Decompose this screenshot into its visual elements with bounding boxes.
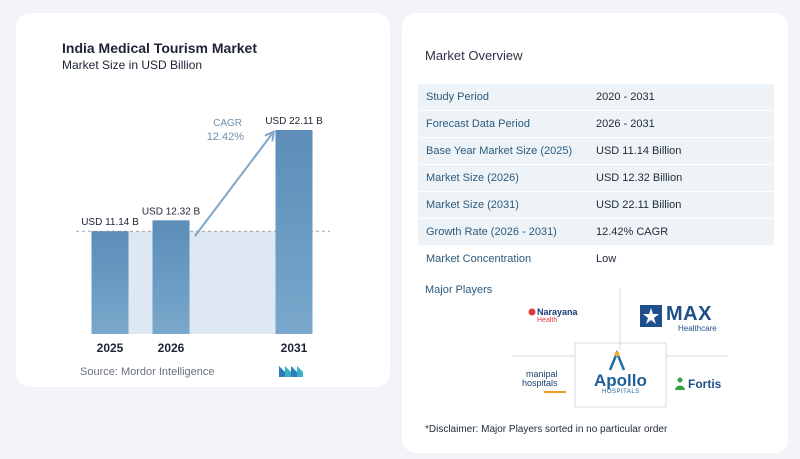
overview-value: USD 12.32 Billion xyxy=(596,172,683,184)
overview-value: 2020 - 2031 xyxy=(596,91,655,103)
fortis-name: Fortis xyxy=(688,377,722,391)
data-label: USD 22.11 B xyxy=(265,116,323,127)
apollo-name: Apollo xyxy=(594,371,647,390)
manipal-sub: hospitals xyxy=(522,378,558,388)
apollo-sub: HOSPITALS xyxy=(602,389,640,395)
data-label: USD 11.14 B xyxy=(81,217,139,228)
overview-label: Forecast Data Period xyxy=(426,118,530,130)
narayana-name: Narayana xyxy=(537,307,578,317)
manipal-name: manipal xyxy=(526,369,558,379)
max-star-icon xyxy=(640,305,662,327)
chart-title: India Medical Tourism Market xyxy=(62,40,258,56)
bar-2031 xyxy=(275,130,313,334)
overview-title: Market Overview xyxy=(425,48,523,63)
mordor-logo-icon xyxy=(279,366,303,377)
x-tick-label: 2025 xyxy=(97,341,124,355)
narayana-sub: Health xyxy=(537,317,558,324)
cagr-label: CAGR xyxy=(213,118,242,129)
narayana-mark-icon xyxy=(528,308,536,316)
manipal-underline-icon xyxy=(544,391,566,393)
overview-value: 2026 - 2031 xyxy=(596,118,655,130)
overview-row: Market Concentration Low xyxy=(418,246,774,272)
overview-row: Study Period 2020 - 2031 xyxy=(418,84,774,110)
data-label: USD 12.32 B xyxy=(142,206,201,217)
max-name: MAX xyxy=(666,303,712,325)
overview-value: Low xyxy=(596,253,617,265)
cagr-value: 12.42% xyxy=(207,131,245,143)
chart-subtitle: Market Size in USD Billion xyxy=(62,58,203,72)
overview-label: Growth Rate (2026 - 2031) xyxy=(426,226,557,238)
overview-value: 12.42% CAGR xyxy=(596,226,669,238)
major-players-title: Major Players xyxy=(425,284,493,296)
x-tick-label: 2026 xyxy=(158,341,185,355)
max-sub: Healthcare xyxy=(678,324,717,333)
overview-label: Study Period xyxy=(426,91,489,103)
fortis-figure-icon xyxy=(675,377,685,390)
disclaimer: *Disclaimer: Major Players sorted in no … xyxy=(425,424,668,435)
overview-row: Market Size (2031) USD 22.11 Billion xyxy=(418,192,774,218)
overview-row: Forecast Data Period 2026 - 2031 xyxy=(418,111,774,137)
overview-label: Base Year Market Size (2025) xyxy=(426,145,573,157)
overview-label: Market Size (2031) xyxy=(426,199,519,211)
overview-label: Market Size (2026) xyxy=(426,172,519,184)
overview-value: USD 22.11 Billion xyxy=(596,199,682,211)
overview-label: Market Concentration xyxy=(426,253,532,265)
x-tick-label: 2031 xyxy=(281,341,308,355)
source-note: Source: Mordor Intelligence xyxy=(80,366,215,378)
overview-row: Market Size (2026) USD 12.32 Billion xyxy=(418,165,774,191)
bar-2026 xyxy=(152,220,190,334)
bar-chart: USD 11.14 B 2025 USD 12.32 B 2026 USD 22.11 … xyxy=(76,116,330,355)
overview-row: Base Year Market Size (2025) USD 11.14 B… xyxy=(418,138,774,164)
cagr-arrow xyxy=(194,134,272,237)
bar-2025 xyxy=(91,231,129,334)
overview-row: Growth Rate (2026 - 2031) 12.42% CAGR xyxy=(418,219,774,245)
overview-value: USD 11.14 Billion xyxy=(596,145,682,157)
apollo-emblem-icon xyxy=(608,350,626,371)
